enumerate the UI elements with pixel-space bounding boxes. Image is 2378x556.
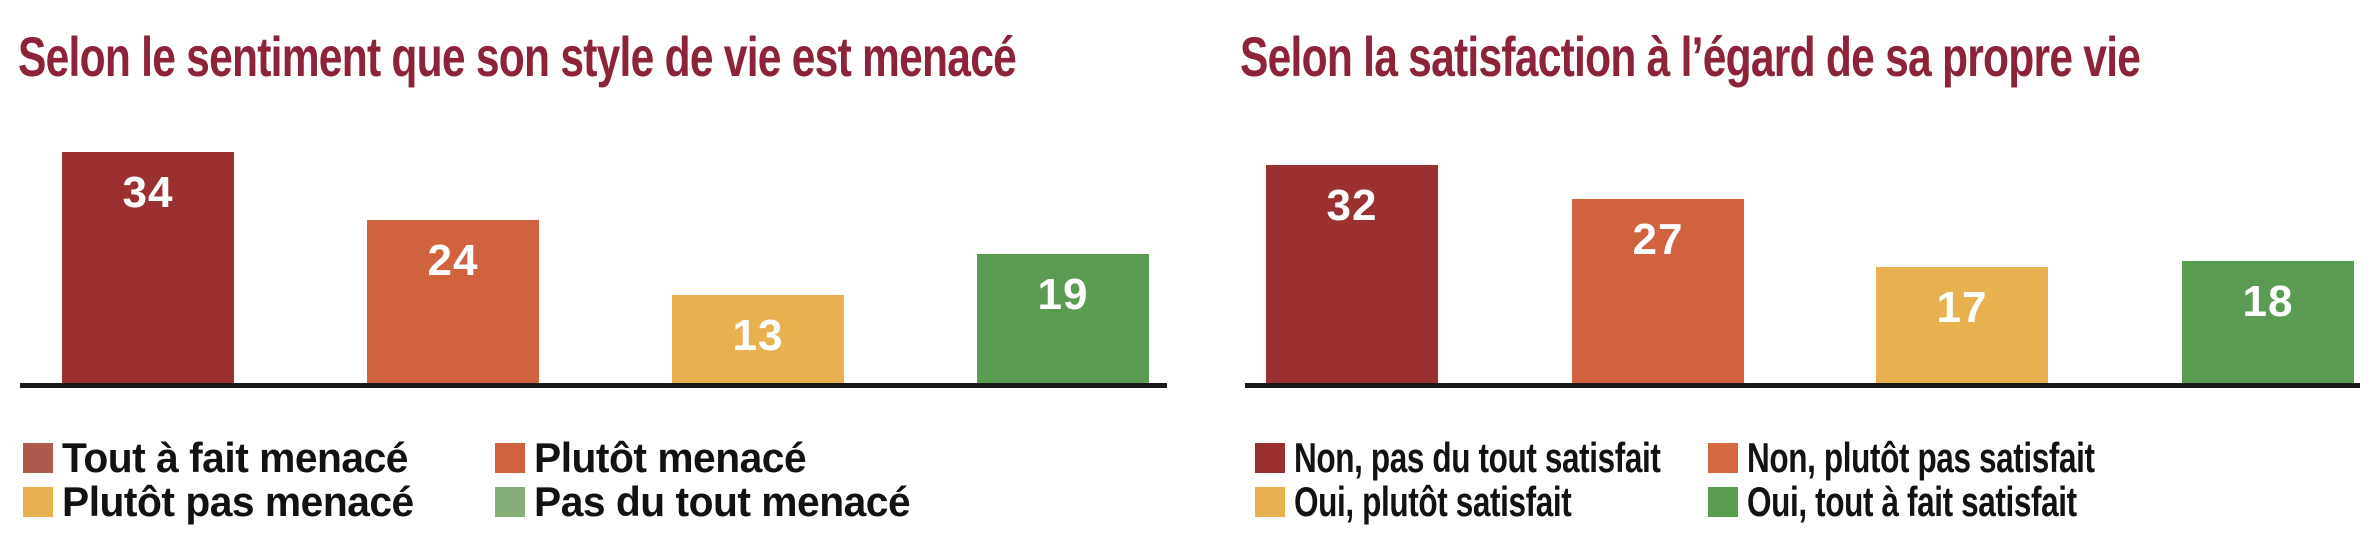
legend-label: Oui, tout à fait satisfait [1747,478,2077,525]
legend-item: Plutôt pas menacé [23,478,425,525]
legend-item: Pas du tout menacé [495,478,922,525]
legend-label: Pas du tout menacé [534,478,911,525]
bar-value-label: 27 [1632,215,1684,264]
chart-title: Selon la satisfaction à l’égard de sa pr… [1240,25,2141,88]
bar-value-label: 19 [1037,270,1089,319]
bar-value-label: 17 [1936,283,1988,332]
legend-label: Oui, plutôt satisfait [1294,478,1572,525]
x-axis-line [1245,383,2360,388]
bar-value-label: 24 [427,236,479,285]
bar-oui-plut-t-satisfait: 17 [1876,267,2048,383]
legend-item: Tout à fait menacé [23,434,419,481]
legend-label: Tout à fait menacé [62,434,408,481]
legend-item: Non, plutôt pas satisfait [1708,434,2211,481]
x-axis-line [20,383,1167,388]
legend-color-swatch [23,443,53,473]
bar-plut-t-pas-menac-: 13 [672,295,844,383]
bar-tout-fait-menac-: 34 [62,152,234,383]
legend-label: Plutôt menacé [534,434,807,481]
legend-color-swatch [1255,443,1285,473]
bar-value-label: 13 [732,311,784,360]
legend-color-swatch [495,487,525,517]
legend-label: Non, plutôt pas satisfait [1747,434,2095,481]
legend-color-swatch [1708,487,1738,517]
legend-label: Non, pas du tout satisfait [1294,434,1661,481]
bar-non-plut-t-pas-satisfait: 27 [1572,199,1744,383]
bar-oui-tout-fait-satisfait: 18 [2182,261,2354,383]
bar-value-label: 34 [122,168,174,217]
legend-item: Plutôt menacé [495,434,815,481]
legend-color-swatch [495,443,525,473]
bar-value-label: 32 [1326,181,1378,230]
bar-value-label: 18 [2242,277,2294,326]
legend-item: Oui, tout à fait satisfait [1708,478,2187,525]
legend-item: Oui, plutôt satisfait [1255,478,1664,525]
bar-pas-du-tout-menac-: 19 [977,254,1149,383]
legend-color-swatch [1708,443,1738,473]
legend-color-swatch [23,487,53,517]
bar-non-pas-du-tout-satisfait: 32 [1266,165,1438,383]
chart-title: Selon le sentiment que son style de vie … [18,25,1017,88]
bar-plut-t-menac-: 24 [367,220,539,383]
legend-label: Plutôt pas menacé [62,478,414,525]
chart-life-satisfaction: Selon la satisfaction à l’égard de sa pr… [1240,0,2362,556]
chart-lifestyle-threat: Selon le sentiment que son style de vie … [18,0,1168,556]
legend-item: Non, pas du tout satisfait [1255,434,1783,481]
legend-color-swatch [1255,487,1285,517]
